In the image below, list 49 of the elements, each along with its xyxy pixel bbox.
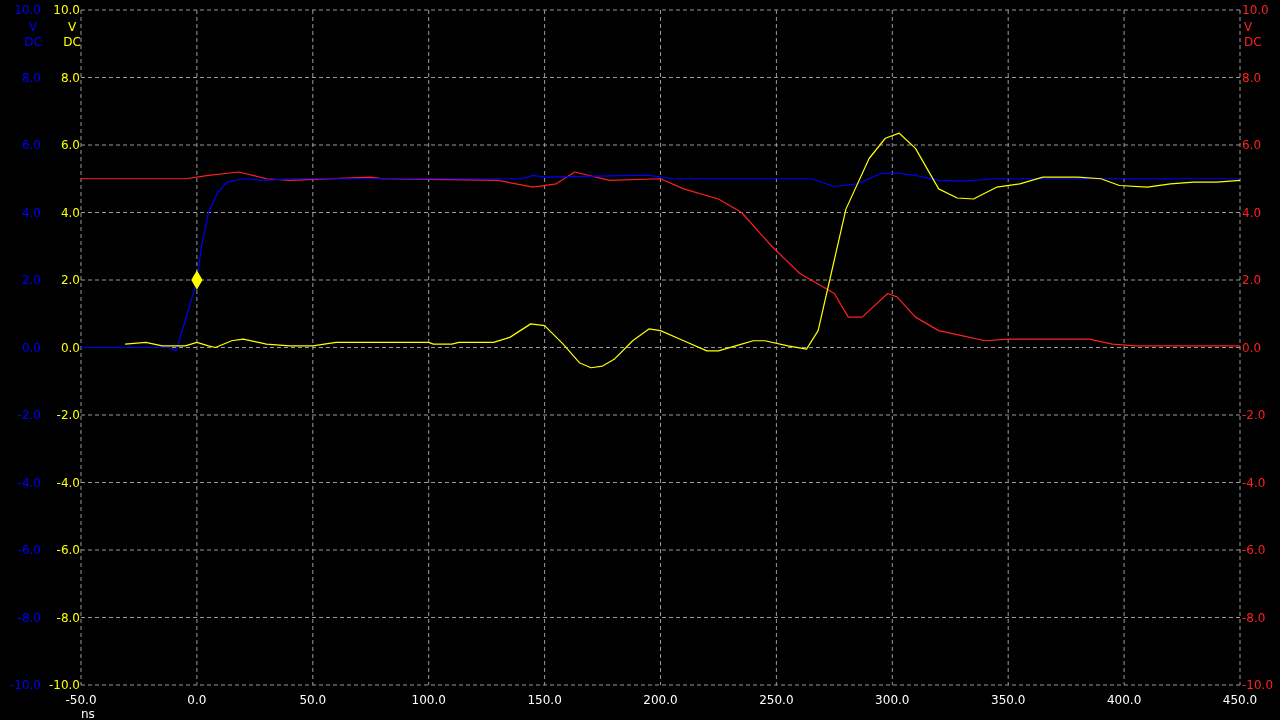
y3-tick-label: 8.0 [21,70,41,85]
y2-tick-label: 10.0 [1242,3,1269,18]
y2-tick-label: -2.0 [1242,408,1266,423]
y2-tick-label: 4.0 [1242,205,1262,220]
y-tick-label: 10.0 [53,3,80,18]
y3-tick-label: 2.0 [21,273,41,288]
x-tick-label: 250.0 [759,693,794,708]
y3-tick-label: 10.0 [14,3,41,18]
y-tick-label: -2.0 [56,408,80,423]
y2-tick-label: 8.0 [1242,70,1262,85]
x-tick-label: 150.0 [527,693,562,708]
x-tick-label: 400.0 [1106,693,1142,708]
y2-tick-label: -8.0 [1242,610,1266,625]
x-tick-label: -50.0 [65,693,97,708]
y2-tick-label: -4.0 [1242,475,1266,490]
y3-tick-label: -2.0 [17,408,41,423]
y3-tick-label: -4.0 [17,475,41,490]
y2-tick-label: 0.0 [1242,340,1262,355]
y3-tick-label: -10.0 [9,678,41,693]
y-tick-label: 2.0 [60,273,80,288]
x-tick-label: 300.0 [875,693,910,708]
y-tick-label: -6.0 [56,543,80,558]
x-axis-title: ns [81,707,95,720]
y3-axis-title: V DC [63,20,81,50]
x-tick-label: 50.0 [299,693,327,708]
y-tick-label: 0.0 [60,340,80,355]
y-tick-label: -8.0 [56,610,80,625]
line-series [124,132,1241,369]
y-tick-label: 8.0 [60,70,80,85]
y-tick-label: -10.0 [48,678,80,693]
y2-tick-label: 2.0 [1242,273,1262,288]
x-tick-label: 350.0 [991,693,1026,708]
y3-tick-label: 6.0 [21,138,41,153]
x-tick-label: 450.0 [1222,693,1258,708]
y2-axis-title: V DC [1244,20,1262,50]
y-tick-label: 4.0 [60,205,80,220]
y2-tick-label: -10.0 [1242,678,1274,693]
x-tick-label: 100.0 [411,693,446,708]
y2-tick-label: -6.0 [1242,543,1266,558]
y3-tick-label: 4.0 [21,205,41,220]
y-tick-label: -4.0 [56,475,80,490]
y-axis-title: V DC [24,20,42,50]
y2-tick-label: 6.0 [1242,138,1262,153]
y3-tick-label: -8.0 [17,610,41,625]
x-tick-label: 0.0 [187,693,207,708]
x-tick-label: 200.0 [643,693,678,708]
y3-tick-label: -6.0 [17,543,41,558]
y-tick-label: 6.0 [60,138,80,153]
y3-tick-label: 0.0 [21,340,41,355]
